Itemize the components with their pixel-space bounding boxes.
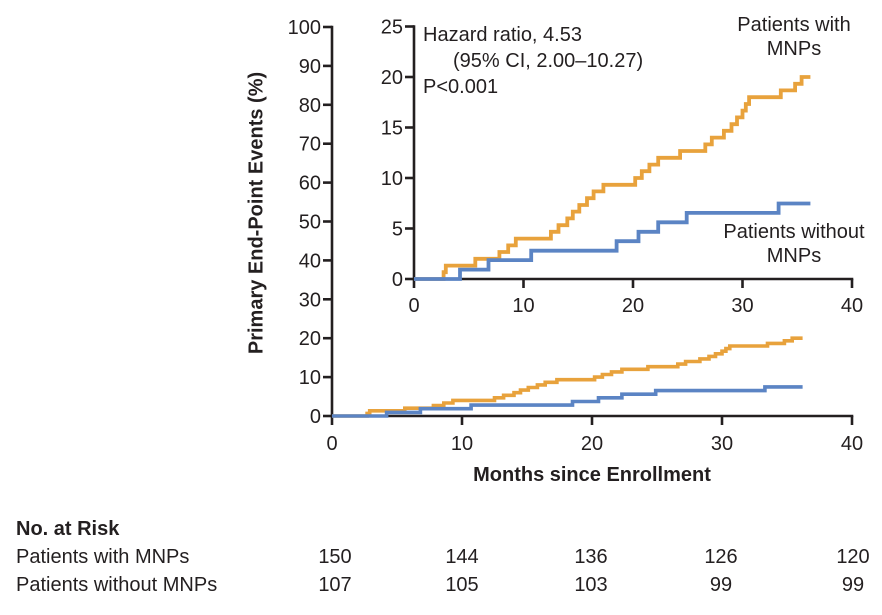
x-tick-label: 30	[731, 295, 753, 317]
y-tick-label: 50	[299, 212, 321, 234]
x-tick-label: 10	[451, 433, 473, 455]
y-tick-label: 40	[299, 250, 321, 272]
risk-row-label-with-mnps: Patients with MNPs	[16, 546, 190, 568]
risk-row-label-without-mnps: Patients without MNPs	[16, 574, 218, 596]
y-tick-label: 15	[381, 118, 403, 140]
x-tick-label: 40	[841, 433, 863, 455]
x-tick-label: 20	[581, 433, 603, 455]
y-tick-label: 60	[299, 173, 321, 195]
y-tick-label: 25	[381, 17, 403, 39]
y-tick-label: 30	[299, 289, 321, 311]
risk-value: 103	[574, 574, 608, 596]
legend-with-line-1: Patients with	[737, 14, 851, 36]
legend-patients-with-mnps: Patients with MNPs	[704, 13, 882, 61]
legend-patients-without-mnps: Patients without MNPs	[698, 220, 882, 268]
x-tick-label: 30	[711, 433, 733, 455]
risk-value: 99	[709, 574, 733, 596]
p-value-line: P<0.001	[423, 76, 499, 98]
y-tick-label: 0	[392, 269, 403, 291]
inset-curve-without_mnps	[414, 201, 811, 281]
y-axis-title: Primary End-Point Events (%)	[245, 71, 268, 355]
confidence-interval-line: (95% CI, 2.00–10.27)	[453, 50, 644, 72]
risk-value: 99	[841, 574, 865, 596]
hazard-ratio-annotation: Hazard ratio, 4.53 (95% CI, 2.00–10.27) …	[423, 22, 643, 100]
x-tick-label: 20	[622, 295, 644, 317]
x-tick-label: 40	[841, 295, 863, 317]
y-tick-label: 10	[381, 168, 403, 190]
risk-value: 126	[704, 546, 738, 568]
x-axis-title: Months since Enrollment	[473, 464, 711, 486]
main-curve-without_mnps	[332, 385, 803, 418]
risk-value: 107	[318, 574, 352, 596]
risk-value: 150	[318, 546, 352, 568]
y-tick-label: 80	[299, 95, 321, 117]
y-tick-label: 5	[392, 219, 403, 241]
y-tick-label: 10	[299, 367, 321, 389]
risk-value: 105	[445, 574, 479, 596]
x-tick-label: 0	[326, 433, 337, 455]
risk-table-title: No. at Risk	[16, 518, 120, 540]
risk-value: 120	[836, 546, 870, 568]
x-tick-label: 10	[512, 295, 534, 317]
main-curve-with_mnps	[332, 336, 803, 418]
y-tick-label: 90	[299, 56, 321, 78]
legend-without-line-1: Patients without	[723, 221, 865, 243]
y-tick-label: 20	[299, 328, 321, 350]
risk-value: 144	[445, 546, 479, 568]
legend-with-line-2: MNPs	[766, 38, 822, 60]
x-tick-label: 0	[408, 295, 419, 317]
risk-value: 136	[574, 546, 608, 568]
inset-curve-with_mnps	[414, 75, 811, 281]
legend-without-line-2: MNPs	[766, 245, 822, 267]
y-tick-label: 70	[299, 134, 321, 156]
y-tick-label: 100	[288, 17, 321, 39]
y-tick-label: 20	[381, 67, 403, 89]
inset-chart: 0 5 10 15 20 25 0 10 20 30 40	[381, 17, 863, 318]
hazard-ratio-line: Hazard ratio, 4.53	[423, 24, 582, 46]
y-tick-label: 0	[310, 406, 321, 428]
